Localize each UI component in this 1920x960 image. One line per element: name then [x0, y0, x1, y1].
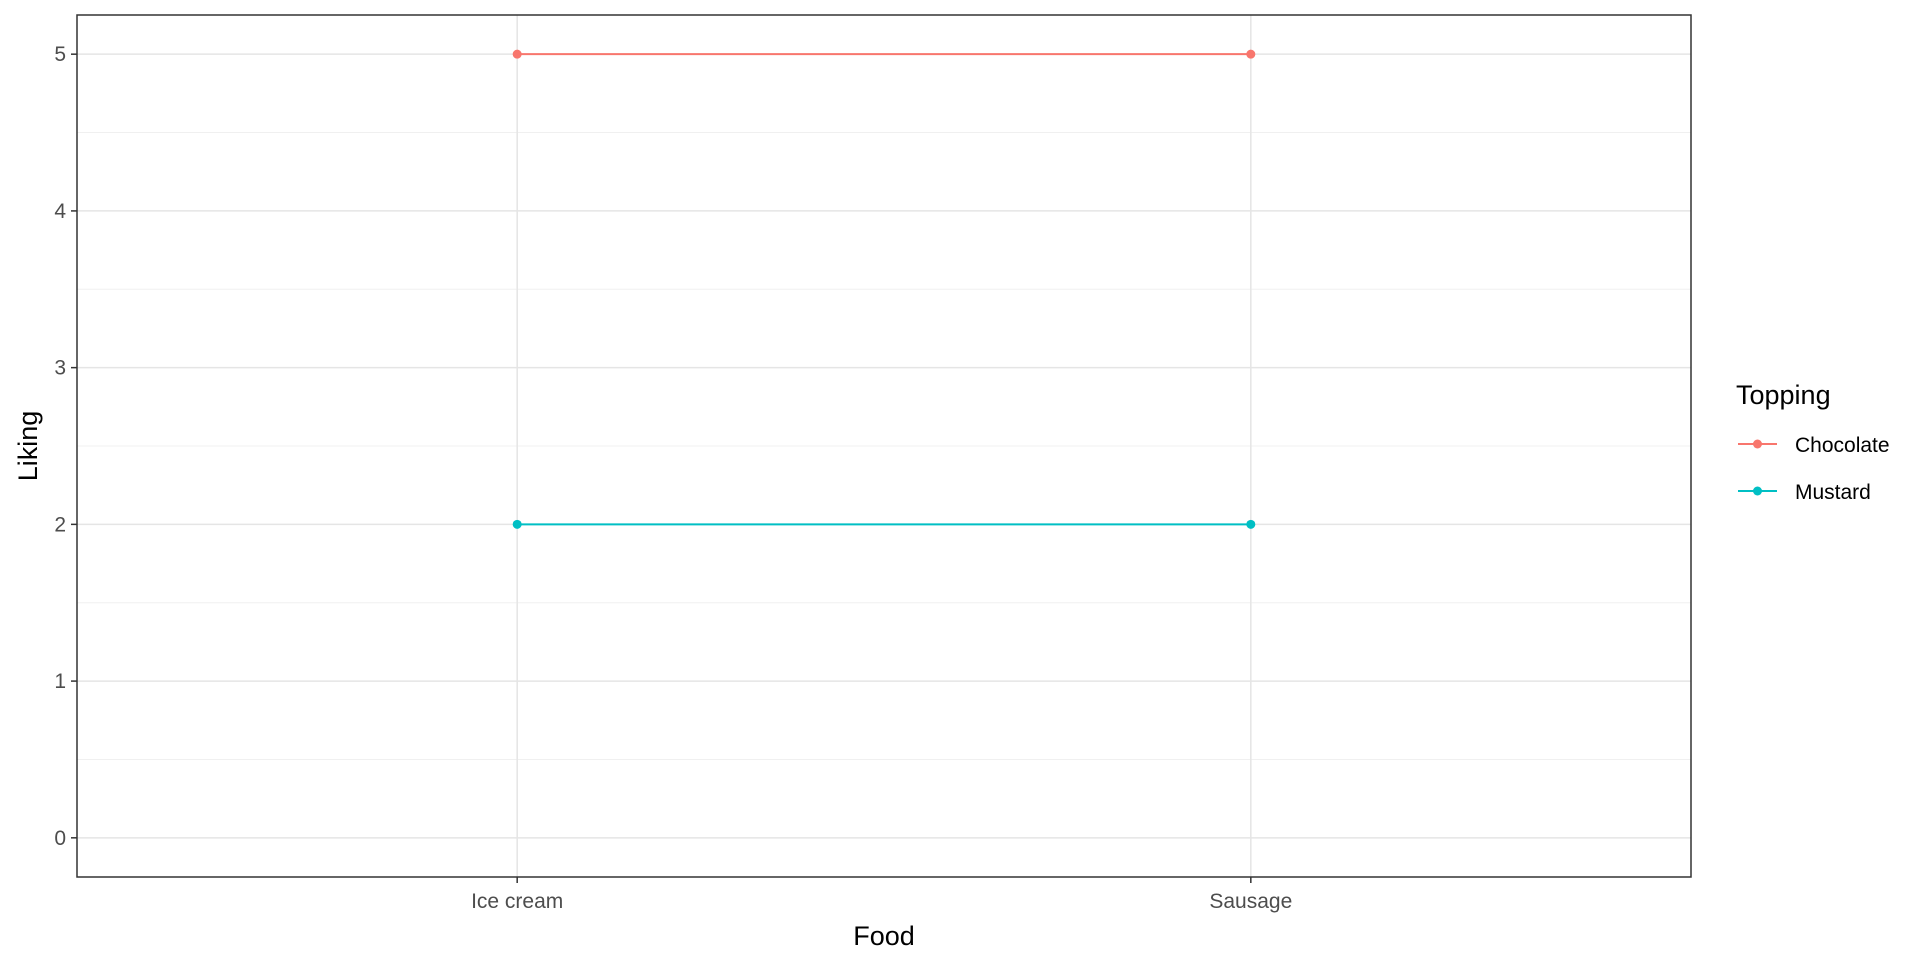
minor-gridlines	[77, 132, 1691, 760]
data-point-mustard	[1246, 519, 1256, 529]
data-point-mustard	[512, 519, 522, 529]
plot-border	[76, 14, 1692, 878]
data-point-chocolate	[512, 49, 522, 59]
legend-key-point	[1753, 439, 1762, 449]
y-axis: 0 1 2 3 4 5	[54, 43, 77, 850]
y-axis-title: Liking	[13, 411, 43, 482]
series-layer	[512, 49, 1256, 529]
x-tick-label: Sausage	[1209, 890, 1292, 913]
x-axis-title: Food	[853, 921, 915, 951]
legend-label: Mustard	[1795, 481, 1871, 504]
legend: Topping Chocolate Mustard	[1736, 380, 1890, 504]
y-tick-label: 2	[54, 513, 66, 536]
y-tick-label: 3	[54, 357, 66, 380]
y-tick-label: 5	[54, 43, 66, 66]
x-tick-label: Ice cream	[471, 890, 563, 913]
legend-items: Chocolate Mustard	[1738, 434, 1890, 504]
legend-label: Chocolate	[1795, 434, 1890, 457]
y-tick-label: 0	[54, 827, 66, 850]
legend-key-point	[1753, 486, 1762, 496]
legend-item-mustard: Mustard	[1738, 481, 1871, 504]
legend-title: Topping	[1736, 380, 1831, 410]
y-tick-label: 1	[54, 670, 66, 693]
y-tick-label: 4	[54, 200, 66, 223]
x-axis: Ice cream Sausage	[471, 877, 1292, 913]
legend-item-chocolate: Chocolate	[1738, 434, 1890, 457]
data-point-chocolate	[1246, 49, 1256, 59]
